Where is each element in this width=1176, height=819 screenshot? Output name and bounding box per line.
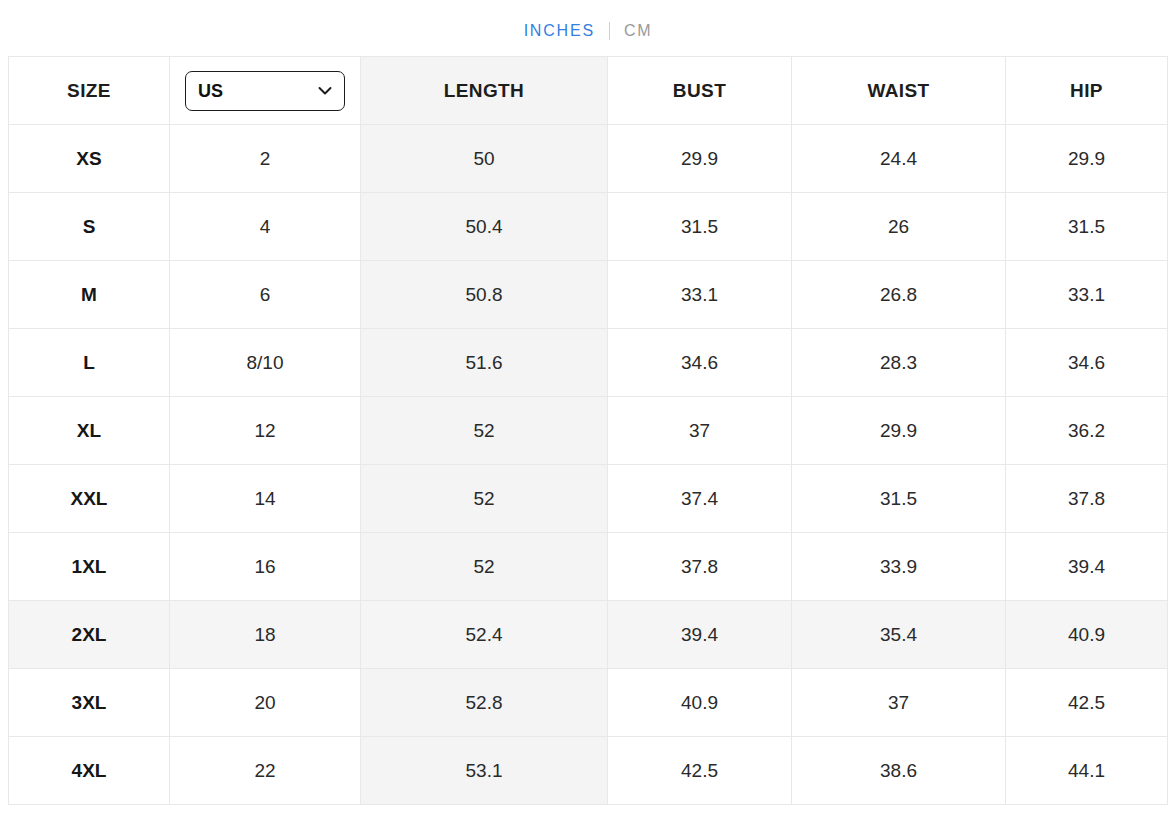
bust-value: 40.9 bbox=[608, 669, 792, 737]
length-value: 53.1 bbox=[361, 737, 608, 805]
table-row: 2XL 18 52.4 39.4 35.4 40.9 bbox=[9, 601, 1168, 669]
hip-value: 31.5 bbox=[1006, 193, 1168, 261]
bust-value: 37 bbox=[608, 397, 792, 465]
hip-value: 37.8 bbox=[1006, 465, 1168, 533]
length-value: 52 bbox=[361, 397, 608, 465]
waist-value: 26.8 bbox=[792, 261, 1006, 329]
waist-value: 35.4 bbox=[792, 601, 1006, 669]
unit-toggle-divider bbox=[609, 22, 610, 40]
hip-value: 29.9 bbox=[1006, 125, 1168, 193]
bust-value: 42.5 bbox=[608, 737, 792, 805]
us-size-value: 4 bbox=[170, 193, 361, 261]
us-size-value: 8/10 bbox=[170, 329, 361, 397]
table-row: L 8/10 51.6 34.6 28.3 34.6 bbox=[9, 329, 1168, 397]
hip-value: 33.1 bbox=[1006, 261, 1168, 329]
bust-value: 31.5 bbox=[608, 193, 792, 261]
waist-value: 29.9 bbox=[792, 397, 1006, 465]
us-size-value: 6 bbox=[170, 261, 361, 329]
table-row: M 6 50.8 33.1 26.8 33.1 bbox=[9, 261, 1168, 329]
table-row: XS 2 50 29.9 24.4 29.9 bbox=[9, 125, 1168, 193]
waist-value: 31.5 bbox=[792, 465, 1006, 533]
length-value: 50.4 bbox=[361, 193, 608, 261]
region-select-wrapper: US bbox=[185, 71, 345, 111]
bust-value: 33.1 bbox=[608, 261, 792, 329]
size-label: 2XL bbox=[9, 601, 170, 669]
column-header-length: LENGTH bbox=[361, 57, 608, 125]
bust-value: 34.6 bbox=[608, 329, 792, 397]
size-label: 4XL bbox=[9, 737, 170, 805]
waist-value: 37 bbox=[792, 669, 1006, 737]
table-row: XXL 14 52 37.4 31.5 37.8 bbox=[9, 465, 1168, 533]
hip-value: 36.2 bbox=[1006, 397, 1168, 465]
hip-value: 39.4 bbox=[1006, 533, 1168, 601]
table-row: 3XL 20 52.8 40.9 37 42.5 bbox=[9, 669, 1168, 737]
table-row: XL 12 52 37 29.9 36.2 bbox=[9, 397, 1168, 465]
size-label: XS bbox=[9, 125, 170, 193]
table-row: S 4 50.4 31.5 26 31.5 bbox=[9, 193, 1168, 261]
hip-value: 44.1 bbox=[1006, 737, 1168, 805]
waist-value: 38.6 bbox=[792, 737, 1006, 805]
us-size-value: 16 bbox=[170, 533, 361, 601]
length-value: 52.8 bbox=[361, 669, 608, 737]
waist-value: 33.9 bbox=[792, 533, 1006, 601]
size-label: L bbox=[9, 329, 170, 397]
size-chart-table: SIZE US LENGTH BUST WAIST HIP XS 2 50 29… bbox=[8, 56, 1168, 805]
column-header-bust: BUST bbox=[608, 57, 792, 125]
length-value: 51.6 bbox=[361, 329, 608, 397]
hip-value: 40.9 bbox=[1006, 601, 1168, 669]
column-header-waist: WAIST bbox=[792, 57, 1006, 125]
table-row: 4XL 22 53.1 42.5 38.6 44.1 bbox=[9, 737, 1168, 805]
us-size-value: 2 bbox=[170, 125, 361, 193]
size-label: 1XL bbox=[9, 533, 170, 601]
size-label: 3XL bbox=[9, 669, 170, 737]
length-value: 52 bbox=[361, 533, 608, 601]
us-size-value: 12 bbox=[170, 397, 361, 465]
size-label: S bbox=[9, 193, 170, 261]
length-value: 50.8 bbox=[361, 261, 608, 329]
table-header-row: SIZE US LENGTH BUST WAIST HIP bbox=[9, 57, 1168, 125]
waist-value: 28.3 bbox=[792, 329, 1006, 397]
length-value: 52 bbox=[361, 465, 608, 533]
column-header-size: SIZE bbox=[9, 57, 170, 125]
column-header-hip: HIP bbox=[1006, 57, 1168, 125]
bust-value: 37.4 bbox=[608, 465, 792, 533]
hip-value: 42.5 bbox=[1006, 669, 1168, 737]
length-value: 52.4 bbox=[361, 601, 608, 669]
size-label: XXL bbox=[9, 465, 170, 533]
size-label: XL bbox=[9, 397, 170, 465]
bust-value: 29.9 bbox=[608, 125, 792, 193]
us-size-value: 18 bbox=[170, 601, 361, 669]
bust-value: 39.4 bbox=[608, 601, 792, 669]
table-body: XS 2 50 29.9 24.4 29.9 S 4 50.4 31.5 26 … bbox=[9, 125, 1168, 805]
region-select[interactable]: US bbox=[185, 71, 345, 111]
unit-toggle: INCHES CM bbox=[0, 0, 1176, 41]
waist-value: 26 bbox=[792, 193, 1006, 261]
hip-value: 34.6 bbox=[1006, 329, 1168, 397]
table-row: 1XL 16 52 37.8 33.9 39.4 bbox=[9, 533, 1168, 601]
us-size-value: 14 bbox=[170, 465, 361, 533]
bust-value: 37.8 bbox=[608, 533, 792, 601]
length-value: 50 bbox=[361, 125, 608, 193]
unit-tab-inches[interactable]: INCHES bbox=[524, 21, 595, 41]
us-size-value: 20 bbox=[170, 669, 361, 737]
unit-tab-cm[interactable]: CM bbox=[624, 21, 652, 41]
waist-value: 24.4 bbox=[792, 125, 1006, 193]
us-size-value: 22 bbox=[170, 737, 361, 805]
column-header-region: US bbox=[170, 57, 361, 125]
size-label: M bbox=[9, 261, 170, 329]
